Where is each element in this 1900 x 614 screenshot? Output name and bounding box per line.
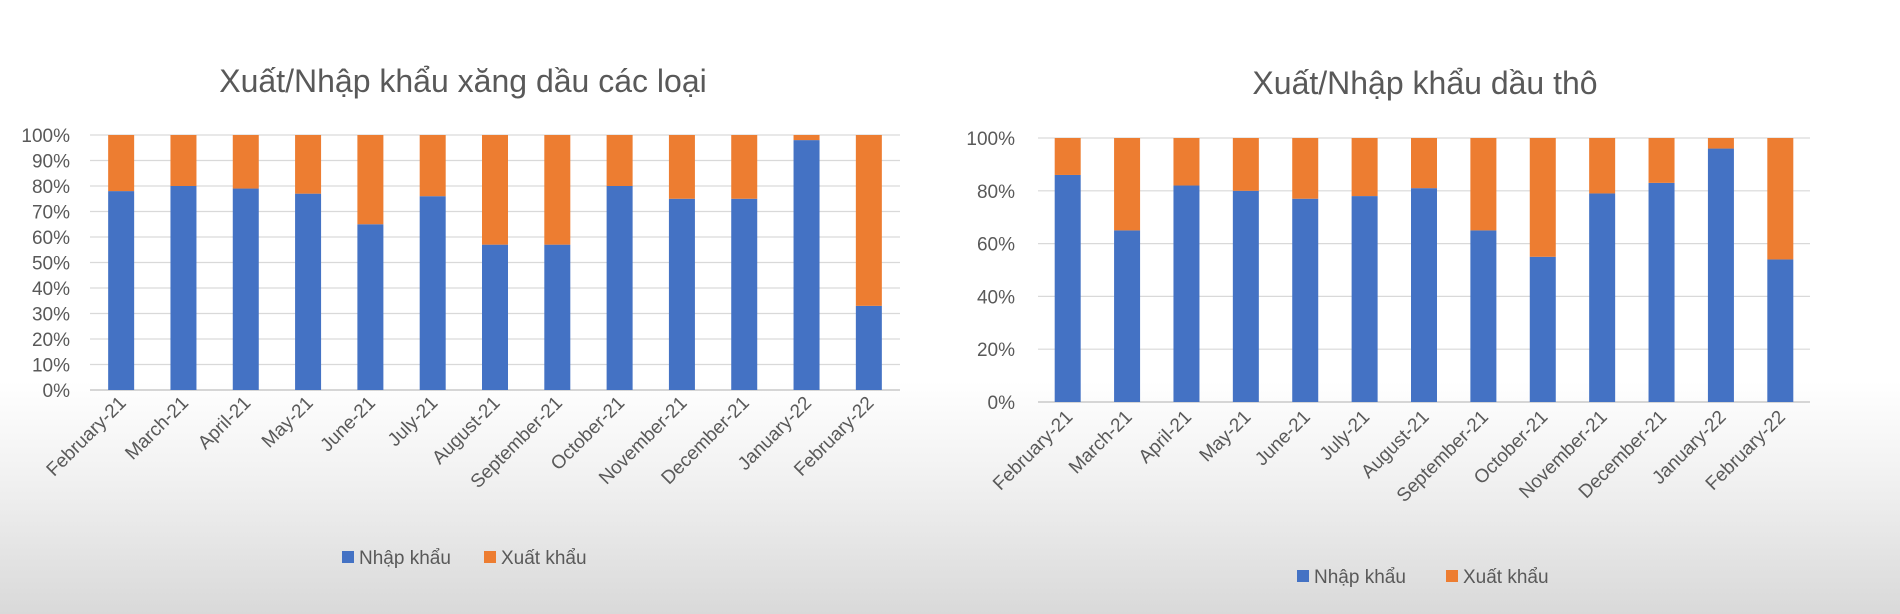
bar-import-september-21 — [1470, 230, 1497, 402]
x-tick-label: July-21 — [1316, 407, 1374, 465]
y-tick-label: 60% — [977, 235, 1015, 256]
bar-import-april-21 — [1173, 185, 1200, 402]
y-tick-label: 60% — [32, 228, 70, 249]
bar-export-february-21 — [108, 135, 135, 192]
bar-import-june-21 — [357, 224, 384, 390]
x-tick-label: July-21 — [384, 393, 442, 451]
bar-export-february-21 — [1054, 138, 1081, 175]
y-tick-label: 0% — [43, 381, 71, 402]
legend-swatch-import — [1297, 570, 1309, 582]
y-tick-label: 30% — [32, 305, 70, 326]
bar-export-september-21 — [1470, 138, 1497, 231]
legend-swatch-export — [484, 551, 496, 563]
y-tick-label: 50% — [32, 254, 70, 275]
bar-import-march-21 — [1114, 230, 1141, 402]
bar-import-may-21 — [1232, 190, 1259, 402]
legend: Nhập khẩu Xuất khẩu — [1297, 567, 1549, 588]
bar-import-october-21 — [1529, 256, 1556, 402]
y-tick-label: 20% — [977, 340, 1015, 361]
x-tick-label: February-21 — [43, 393, 131, 481]
bar-export-july-21 — [1351, 138, 1378, 197]
bar-export-january-22 — [1707, 138, 1734, 149]
legend-label-export: Xuất khẩu — [1463, 567, 1549, 588]
x-tick-label: April-21 — [1135, 407, 1196, 468]
bar-export-january-22 — [793, 135, 820, 141]
x-tick-label: March-21 — [121, 393, 193, 465]
bar-import-january-22 — [1707, 148, 1734, 402]
y-tick-label: 20% — [32, 330, 70, 351]
x-tick-label: March-21 — [1065, 407, 1137, 479]
bar-export-september-21 — [544, 135, 571, 245]
bar-import-october-21 — [606, 186, 633, 390]
y-tick-label: 0% — [988, 393, 1016, 414]
bar-export-may-21 — [1232, 138, 1259, 191]
bar-export-december-21 — [1648, 138, 1675, 183]
bar-export-february-22 — [1767, 138, 1794, 260]
bar-import-february-22 — [855, 305, 882, 390]
bar-import-august-21 — [482, 244, 508, 390]
bar-export-june-21 — [357, 135, 384, 225]
bar-export-august-21 — [1411, 138, 1437, 189]
bar-import-november-21 — [1589, 193, 1616, 402]
bar-export-march-21 — [170, 135, 197, 186]
legend-label-import: Nhập khẩu — [359, 548, 451, 569]
bar-import-december-21 — [1648, 182, 1675, 402]
bar-import-april-21 — [232, 188, 259, 390]
bar-import-august-21 — [1411, 188, 1437, 402]
y-tick-label: 70% — [32, 203, 70, 224]
bar-export-april-21 — [1173, 138, 1200, 186]
chart-title: Xuất/Nhập khẩu dầu thô — [1252, 65, 1597, 101]
bar-import-july-21 — [1351, 196, 1378, 402]
bar-export-august-21 — [482, 135, 508, 245]
bar-import-february-21 — [108, 191, 135, 390]
bar-import-november-21 — [668, 198, 695, 390]
y-tick-label: 100% — [966, 129, 1015, 150]
legend-label-import: Nhập khẩu — [1314, 567, 1406, 588]
bar-export-july-21 — [419, 135, 446, 197]
y-tick-label: 100% — [21, 126, 70, 147]
bar-export-may-21 — [295, 135, 322, 194]
x-tick-label: April-21 — [194, 393, 255, 454]
y-tick-label: 80% — [977, 182, 1015, 203]
y-tick-label: 40% — [32, 279, 70, 300]
legend-label-export: Xuất khẩu — [501, 548, 587, 569]
chart-title: Xuất/Nhập khẩu xăng dầu các loại — [219, 63, 706, 99]
y-tick-label: 80% — [32, 177, 70, 198]
legend: Nhập khẩu Xuất khẩu — [342, 548, 587, 569]
x-tick-label: May-21 — [1196, 407, 1256, 467]
bar-import-january-22 — [793, 140, 820, 390]
y-tick-label: 90% — [32, 152, 70, 173]
chart-crude-oil: Xuất/Nhập khẩu dầu thô 0% 20% 40% 60% 80% 100… — [966, 65, 1810, 588]
bar-export-october-21 — [606, 135, 633, 186]
legend-swatch-import — [342, 551, 354, 563]
bar-export-april-21 — [232, 135, 259, 189]
x-tick-label: June-21 — [317, 393, 380, 456]
bar-export-december-21 — [731, 135, 758, 199]
bar-import-september-21 — [544, 244, 571, 390]
bar-export-june-21 — [1292, 138, 1319, 199]
bar-export-march-21 — [1114, 138, 1141, 231]
bar-import-july-21 — [419, 196, 446, 390]
y-tick-label: 10% — [32, 356, 70, 377]
bar-export-november-21 — [1589, 138, 1616, 194]
legend-swatch-export — [1446, 570, 1458, 582]
bar-export-february-22 — [855, 135, 882, 306]
bar-import-may-21 — [295, 193, 322, 390]
bar-export-october-21 — [1529, 138, 1556, 257]
chart-petroleum-products: Xuất/Nhập khẩu xăng dầu các loại 0% 10% 20… — [21, 63, 900, 569]
bar-export-november-21 — [668, 135, 695, 199]
bar-import-february-21 — [1054, 174, 1081, 402]
bar-import-march-21 — [170, 186, 197, 390]
bar-import-june-21 — [1292, 198, 1319, 402]
x-tick-label: February-21 — [989, 407, 1077, 495]
y-tick-label: 40% — [977, 287, 1015, 308]
x-tick-label: May-21 — [258, 393, 318, 453]
bar-import-december-21 — [731, 198, 758, 390]
bar-import-february-22 — [1767, 259, 1794, 402]
x-tick-label: June-21 — [1251, 407, 1314, 470]
